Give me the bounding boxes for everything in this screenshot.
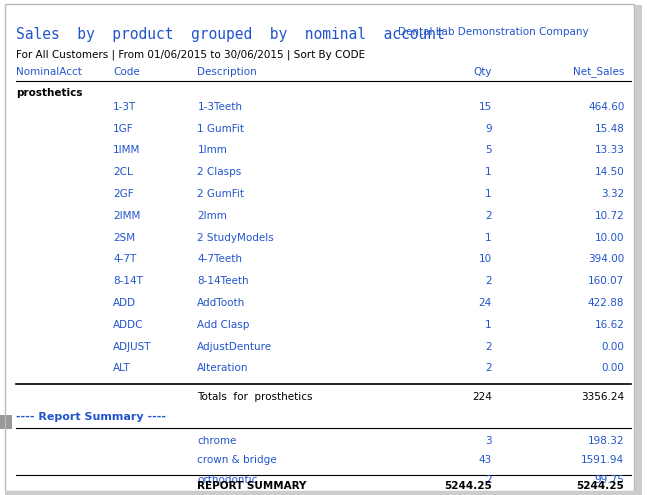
Text: 1: 1	[485, 189, 492, 199]
Text: 2: 2	[485, 211, 492, 221]
Text: 13.33: 13.33	[595, 146, 624, 155]
Text: 43: 43	[479, 455, 492, 465]
Text: chrome: chrome	[197, 436, 237, 446]
Text: 14.50: 14.50	[595, 167, 624, 177]
Text: 16.62: 16.62	[595, 320, 624, 330]
Text: 2: 2	[485, 475, 492, 485]
Text: 2IMM: 2IMM	[113, 211, 140, 221]
Text: 8-14T: 8-14T	[113, 276, 143, 286]
Text: 9: 9	[485, 124, 492, 134]
Text: 2: 2	[485, 363, 492, 373]
Text: 422.88: 422.88	[588, 298, 624, 308]
Text: 5244.25: 5244.25	[444, 481, 492, 491]
Text: 15.48: 15.48	[595, 124, 624, 134]
Text: Description: Description	[197, 67, 257, 77]
Text: 10: 10	[479, 254, 492, 264]
Text: 99.75: 99.75	[595, 475, 624, 485]
Text: For All Customers | From 01/06/2015 to 30/06/2015 | Sort By CODE: For All Customers | From 01/06/2015 to 3…	[16, 50, 366, 60]
Text: ADJUST: ADJUST	[113, 342, 152, 351]
Text: prosthetics: prosthetics	[16, 88, 83, 98]
Text: ADDC: ADDC	[113, 320, 144, 330]
Text: 394.00: 394.00	[588, 254, 624, 264]
Text: 1 GumFit: 1 GumFit	[197, 124, 245, 134]
Text: 8-14Teeth: 8-14Teeth	[197, 276, 249, 286]
Text: 24: 24	[479, 298, 492, 308]
Text: Add Clasp: Add Clasp	[197, 320, 250, 330]
Text: 10.72: 10.72	[595, 211, 624, 221]
Text: 4-7Teeth: 4-7Teeth	[197, 254, 243, 264]
Text: Totals  for  prosthetics: Totals for prosthetics	[197, 392, 313, 402]
Text: 3.32: 3.32	[601, 189, 624, 199]
Text: crown & bridge: crown & bridge	[197, 455, 277, 465]
Text: AddTooth: AddTooth	[197, 298, 246, 308]
Text: 464.60: 464.60	[588, 102, 624, 112]
Text: ---- Report Summary ----: ---- Report Summary ----	[16, 412, 166, 422]
Text: 2GF: 2GF	[113, 189, 134, 199]
Text: Sales  by  product  grouped  by  nominal  account: Sales by product grouped by nominal acco…	[16, 27, 445, 42]
Text: 10.00: 10.00	[595, 233, 624, 243]
Text: 1Imm: 1Imm	[197, 146, 227, 155]
Text: orthodontic: orthodontic	[197, 475, 258, 485]
Text: 5244.25: 5244.25	[576, 481, 624, 491]
Text: 2: 2	[485, 276, 492, 286]
Text: 0.00: 0.00	[602, 342, 624, 351]
Text: ADD: ADD	[113, 298, 137, 308]
Text: 3: 3	[485, 436, 492, 446]
Text: 2SM: 2SM	[113, 233, 135, 243]
Text: 2 Clasps: 2 Clasps	[197, 167, 241, 177]
Text: 15: 15	[479, 102, 492, 112]
Text: 5: 5	[485, 146, 492, 155]
Text: 160.07: 160.07	[588, 276, 624, 286]
Text: Dental Lab Demonstration Company: Dental Lab Demonstration Company	[398, 27, 589, 37]
Text: 1: 1	[485, 167, 492, 177]
Text: ALT: ALT	[113, 363, 131, 373]
Text: NominalAcct: NominalAcct	[16, 67, 82, 77]
Text: Code: Code	[113, 67, 140, 77]
Text: AdjustDenture: AdjustDenture	[197, 342, 272, 351]
Text: 1-3Teeth: 1-3Teeth	[197, 102, 243, 112]
Text: 198.32: 198.32	[588, 436, 624, 446]
Text: 1IMM: 1IMM	[113, 146, 140, 155]
Text: Alteration: Alteration	[197, 363, 249, 373]
Text: 0.00: 0.00	[602, 363, 624, 373]
Text: 3356.24: 3356.24	[581, 392, 624, 402]
Text: 2Imm: 2Imm	[197, 211, 227, 221]
Text: REPORT SUMMARY: REPORT SUMMARY	[197, 481, 307, 491]
Text: 2: 2	[485, 342, 492, 351]
Text: 224: 224	[472, 392, 492, 402]
Text: 2 GumFit: 2 GumFit	[197, 189, 245, 199]
Text: 1GF: 1GF	[113, 124, 134, 134]
Text: 1: 1	[485, 320, 492, 330]
Text: Net_Sales: Net_Sales	[573, 66, 624, 77]
Text: 1591.94: 1591.94	[581, 455, 624, 465]
Text: 1-3T: 1-3T	[113, 102, 137, 112]
Text: 2 StudyModels: 2 StudyModels	[197, 233, 274, 243]
Text: 4-7T: 4-7T	[113, 254, 137, 264]
Text: Qty: Qty	[473, 67, 492, 77]
Text: 1: 1	[485, 233, 492, 243]
Text: 2CL: 2CL	[113, 167, 133, 177]
